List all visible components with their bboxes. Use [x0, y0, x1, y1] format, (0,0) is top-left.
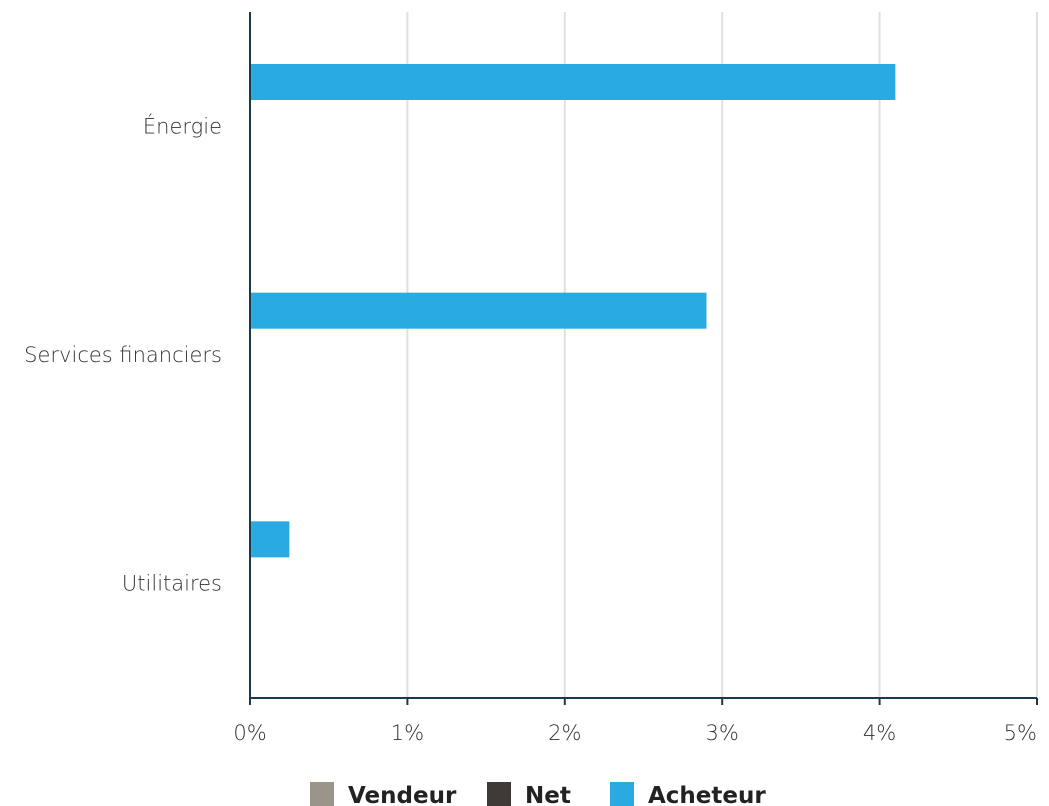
category-label: Énergie [143, 113, 222, 138]
legend-swatch-acheteur [610, 782, 634, 806]
legend: Vendeur Net Acheteur [310, 782, 766, 806]
bar-acheteur-1 [250, 292, 707, 329]
bar-layer [250, 64, 896, 558]
bar-acheteur-2 [250, 521, 290, 558]
category-label: Utilitaires [122, 572, 222, 596]
legend-swatch-vendeur [310, 782, 334, 806]
label-layer: Énergie Services financiers Utilitaires 0% 1… [24, 113, 1037, 745]
x-tick-label: 4% [863, 721, 896, 745]
bar-acheteur-0 [250, 64, 896, 100]
x-tick-label: 2% [548, 721, 581, 745]
x-tick-label: 3% [706, 721, 739, 745]
axis-layer [249, 12, 1038, 705]
x-tick-label: 1% [391, 721, 424, 745]
legend-swatch-net [487, 782, 511, 806]
grid-layer [406, 12, 1038, 698]
legend-label-net: Net [525, 783, 571, 806]
legend-label-acheteur: Acheteur [648, 783, 766, 806]
legend-label-vendeur: Vendeur [348, 783, 457, 806]
x-tick-label: 0% [233, 721, 266, 745]
x-tick-label: 5% [1004, 721, 1037, 745]
category-label: Services financiers [24, 343, 222, 367]
